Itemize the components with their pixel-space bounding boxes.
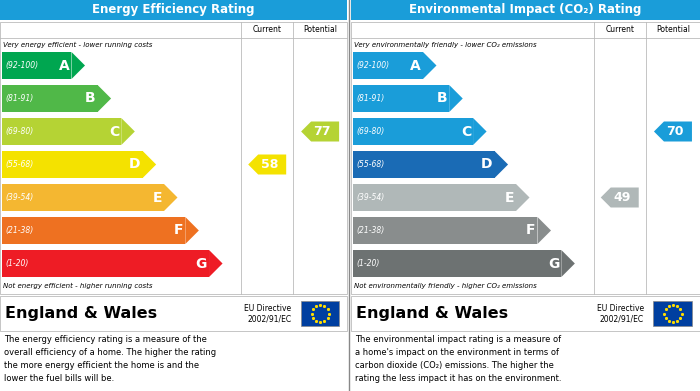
FancyBboxPatch shape [353,250,561,277]
Text: (69-80): (69-80) [5,127,34,136]
Text: England & Wales: England & Wales [5,306,157,321]
Text: (92-100): (92-100) [356,61,389,70]
Text: Not environmentally friendly - higher CO₂ emissions: Not environmentally friendly - higher CO… [354,283,537,289]
Text: Not energy efficient - higher running costs: Not energy efficient - higher running co… [3,283,153,289]
FancyBboxPatch shape [353,184,516,211]
Text: The environmental impact rating is a measure of
a home's impact on the environme: The environmental impact rating is a mea… [355,335,561,382]
Text: E: E [153,190,162,204]
Text: 2002/91/EC: 2002/91/EC [600,314,644,323]
Text: (69-80): (69-80) [356,127,384,136]
Polygon shape [209,250,223,277]
Text: EU Directive: EU Directive [244,304,291,313]
Text: E: E [505,190,514,204]
Text: Current: Current [253,25,281,34]
FancyBboxPatch shape [2,250,209,277]
Text: D: D [129,158,141,172]
Text: (39-54): (39-54) [5,193,34,202]
Text: Current: Current [606,25,634,34]
FancyBboxPatch shape [0,22,347,294]
Text: Very environmentally friendly - lower CO₂ emissions: Very environmentally friendly - lower CO… [354,42,537,48]
Text: Environmental Impact (CO₂) Rating: Environmental Impact (CO₂) Rating [410,4,642,16]
Text: (21-38): (21-38) [5,226,34,235]
Polygon shape [561,250,575,277]
Text: D: D [481,158,493,172]
Text: C: C [109,124,119,138]
FancyBboxPatch shape [2,52,71,79]
Polygon shape [248,154,286,174]
Polygon shape [449,85,463,112]
FancyBboxPatch shape [2,184,164,211]
Text: G: G [196,256,207,271]
Text: B: B [437,91,447,106]
Polygon shape [601,188,638,208]
Polygon shape [473,118,486,145]
Polygon shape [186,217,199,244]
FancyBboxPatch shape [2,85,97,112]
Text: F: F [174,224,183,237]
FancyBboxPatch shape [2,217,186,244]
FancyBboxPatch shape [351,296,700,331]
Text: F: F [526,224,536,237]
Polygon shape [164,184,178,211]
Polygon shape [97,85,111,112]
FancyBboxPatch shape [301,301,340,326]
FancyBboxPatch shape [2,151,143,178]
FancyBboxPatch shape [0,0,347,20]
Text: 2002/91/EC: 2002/91/EC [247,314,291,323]
Text: (39-54): (39-54) [356,193,384,202]
Text: (55-68): (55-68) [5,160,34,169]
Text: 49: 49 [613,191,631,204]
FancyBboxPatch shape [353,217,538,244]
FancyBboxPatch shape [654,301,692,326]
Text: England & Wales: England & Wales [356,306,508,321]
FancyBboxPatch shape [353,52,423,79]
FancyBboxPatch shape [351,22,700,294]
Text: (1-20): (1-20) [356,259,379,268]
Polygon shape [654,122,692,142]
Polygon shape [423,52,437,79]
FancyBboxPatch shape [353,85,449,112]
Text: (81-91): (81-91) [356,94,384,103]
Polygon shape [516,184,529,211]
Text: The energy efficiency rating is a measure of the
overall efficiency of a home. T: The energy efficiency rating is a measur… [4,335,216,382]
Polygon shape [71,52,85,79]
Text: Potential: Potential [303,25,337,34]
FancyBboxPatch shape [2,118,121,145]
Text: 77: 77 [314,125,331,138]
Text: G: G [548,256,559,271]
Text: (55-68): (55-68) [356,160,384,169]
Polygon shape [121,118,135,145]
Polygon shape [494,151,508,178]
Text: Potential: Potential [656,25,690,34]
Text: Very energy efficient - lower running costs: Very energy efficient - lower running co… [3,42,153,48]
Text: (92-100): (92-100) [5,61,38,70]
Text: A: A [410,59,421,72]
FancyBboxPatch shape [351,0,700,20]
Text: EU Directive: EU Directive [597,304,644,313]
Text: B: B [85,91,96,106]
Polygon shape [301,122,339,142]
Text: 58: 58 [260,158,278,171]
Text: (81-91): (81-91) [5,94,34,103]
Text: (1-20): (1-20) [5,259,29,268]
Polygon shape [538,217,551,244]
Text: (21-38): (21-38) [356,226,384,235]
Text: A: A [59,59,69,72]
Text: 70: 70 [666,125,684,138]
Text: Energy Efficiency Rating: Energy Efficiency Rating [92,4,255,16]
Polygon shape [143,151,156,178]
FancyBboxPatch shape [0,296,347,331]
FancyBboxPatch shape [353,151,494,178]
FancyBboxPatch shape [353,118,473,145]
Text: C: C [461,124,471,138]
